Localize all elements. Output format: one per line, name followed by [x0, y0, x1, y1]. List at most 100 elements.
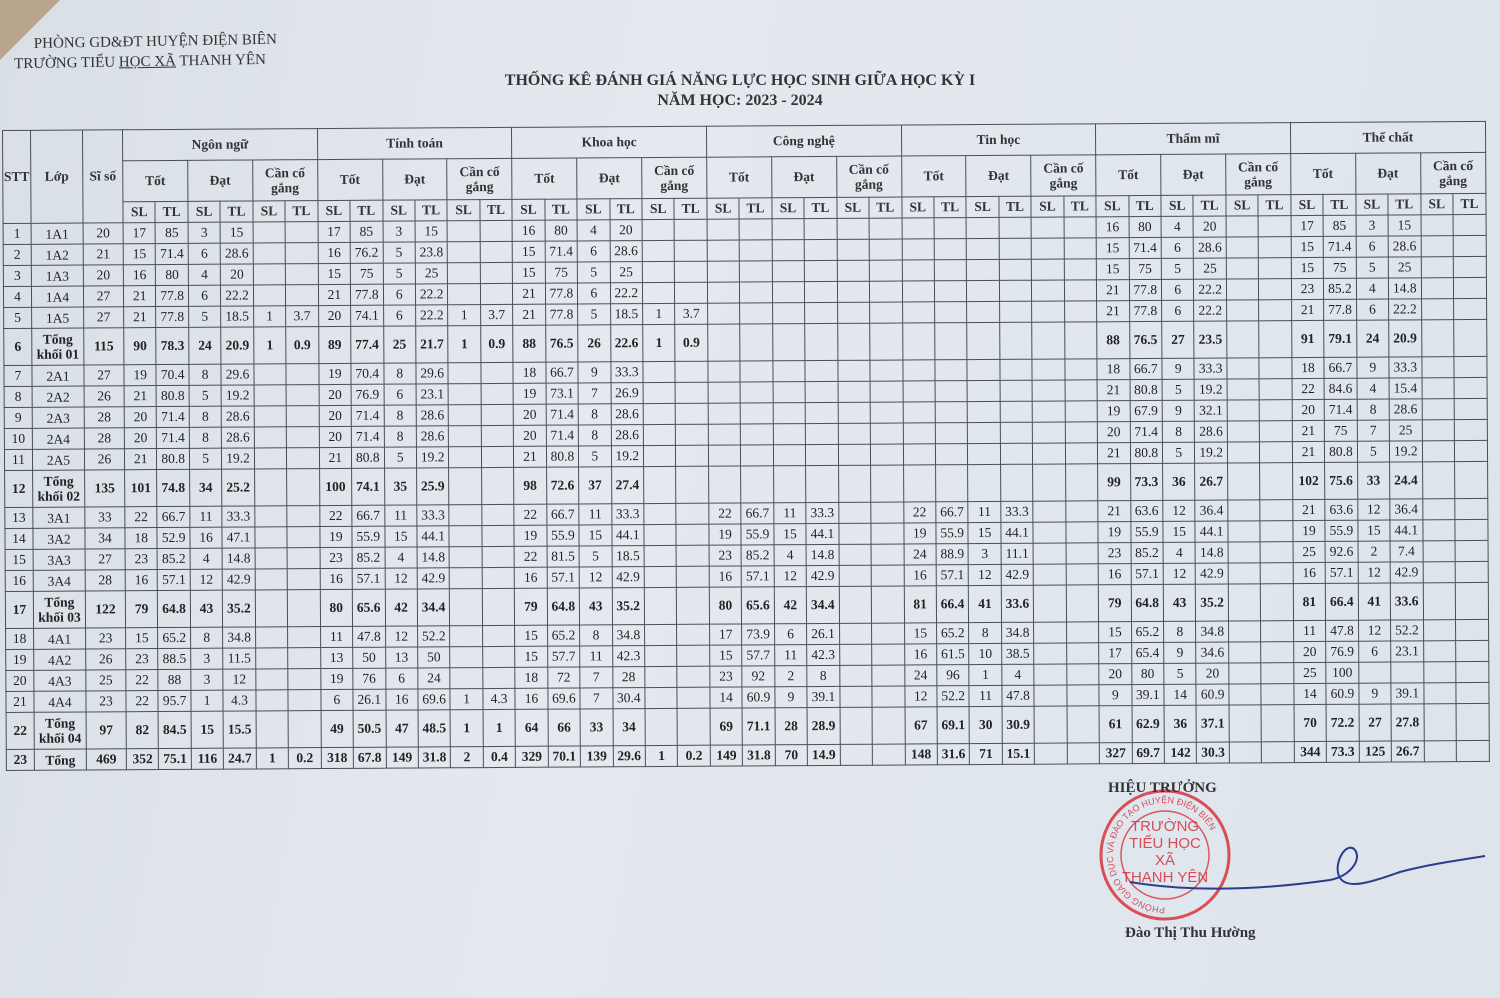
- cell-value: 57.7: [547, 645, 580, 668]
- cell-value: [837, 381, 871, 403]
- cell-value: 33.6: [1390, 582, 1424, 621]
- cell-value: [677, 645, 710, 667]
- cell-value: 52.2: [936, 685, 970, 707]
- cell-lop: 2A3: [32, 407, 85, 429]
- cell-value: 70.1: [547, 745, 581, 768]
- tl-header: TL: [739, 197, 772, 219]
- cell-value: 3.7: [480, 304, 513, 326]
- level-header: Cần cố gắng: [252, 159, 318, 201]
- tl-header: TL: [1323, 194, 1356, 216]
- cell-value: 71.4: [546, 424, 579, 447]
- cell-value: [1452, 214, 1487, 236]
- cell-value: 15: [1098, 621, 1132, 643]
- cell-value: [871, 544, 904, 566]
- cell-value: [1454, 440, 1488, 462]
- cell-value: 74.1: [351, 468, 385, 506]
- cell-value: 44.1: [416, 525, 450, 547]
- cell-value: 18: [513, 362, 546, 384]
- cell-value: 69.1: [936, 706, 970, 744]
- cell-lop: 4A3: [33, 669, 86, 692]
- cell-value: [448, 425, 482, 447]
- cell-si-so: 135: [84, 469, 125, 508]
- cell-value: [901, 238, 935, 261]
- cell-value: [254, 505, 288, 527]
- cell-value: [644, 587, 677, 625]
- cell-value: [707, 281, 740, 304]
- cell-value: 100: [1325, 662, 1359, 684]
- cell-value: 16: [514, 567, 547, 589]
- cell-value: 8: [189, 427, 222, 449]
- cell-value: 71: [969, 743, 1003, 765]
- cell-value: 42.9: [806, 565, 839, 587]
- signer-role: HIỆU TRƯỞNG: [1108, 780, 1217, 796]
- cell-value: [480, 362, 514, 384]
- cell-value: 6: [1161, 237, 1194, 259]
- cell-value: 16: [903, 564, 937, 586]
- cell-value: [1358, 662, 1391, 684]
- cell-value: 44.1: [611, 524, 645, 546]
- cell-value: [1423, 682, 1456, 704]
- cell-value: [902, 422, 936, 445]
- cell-value: 33.3: [1000, 501, 1034, 523]
- cell-value: 17: [1098, 642, 1132, 664]
- cell-value: [869, 239, 902, 261]
- cell-value: 19: [513, 383, 546, 405]
- cell-si-so: 27: [83, 364, 125, 387]
- cell-value: 15: [1291, 257, 1324, 279]
- cell-value: 47: [385, 709, 419, 748]
- cell-value: 66.4: [1325, 583, 1359, 621]
- cell-value: 21: [1291, 299, 1324, 321]
- cell-value: [255, 710, 289, 748]
- cell-value: 92.6: [1325, 541, 1358, 563]
- cell-value: 22.2: [1193, 300, 1227, 322]
- cell-value: 37.1: [1196, 705, 1230, 743]
- cell-value: [1261, 741, 1295, 763]
- cell-value: 55.9: [351, 526, 385, 548]
- cell-value: 11: [1293, 620, 1326, 642]
- cell-value: [740, 323, 773, 361]
- cell-value: [771, 239, 805, 261]
- cell-value: 69.6: [547, 687, 581, 710]
- cell-value: [870, 381, 903, 403]
- cell-value: [1453, 256, 1487, 278]
- cell-value: 13: [385, 646, 418, 669]
- cell-value: [287, 626, 321, 648]
- cell-value: 29.6: [612, 745, 646, 767]
- cell-value: [966, 280, 1000, 302]
- cell-value: 82: [126, 711, 159, 749]
- cell-value: 65.2: [157, 627, 191, 649]
- cell-value: [1034, 706, 1067, 744]
- cell-value: 14.8: [1195, 542, 1229, 564]
- cell-value: [901, 280, 935, 303]
- cell-value: [838, 544, 872, 566]
- cell-value: [1066, 742, 1100, 765]
- cell-lop: 2A4: [32, 428, 85, 450]
- tl-header: TL: [414, 199, 448, 221]
- cell-value: 12: [384, 567, 418, 590]
- cell-value: [902, 380, 936, 403]
- cell-value: 33.6: [1001, 585, 1034, 623]
- cell-value: 4: [1161, 216, 1194, 238]
- cell-value: 19.2: [1194, 442, 1228, 464]
- cell-value: [772, 302, 805, 324]
- cell-value: 18: [515, 667, 548, 689]
- cell-value: [674, 282, 708, 304]
- cell-value: 64.8: [157, 590, 191, 628]
- cell-value: 1: [256, 747, 289, 769]
- tl-header: TL: [998, 196, 1032, 218]
- cell-value: 30.3: [1196, 742, 1230, 764]
- cell-value: [1225, 215, 1259, 238]
- cell-value: [740, 423, 774, 445]
- cell-value: 26.9: [610, 382, 644, 404]
- cell-value: 12: [1162, 500, 1196, 522]
- cell-value: 77.8: [1129, 300, 1162, 322]
- cell-value: 1: [448, 325, 481, 363]
- cell-value: 149: [385, 746, 419, 769]
- cell-stt: 21: [5, 691, 35, 713]
- cell-value: [676, 545, 710, 567]
- cell-value: 33: [580, 708, 613, 746]
- cell-value: [967, 422, 1001, 444]
- cell-value: 28.6: [221, 405, 255, 428]
- cell-value: 20: [1291, 399, 1325, 421]
- cell-value: [772, 260, 805, 282]
